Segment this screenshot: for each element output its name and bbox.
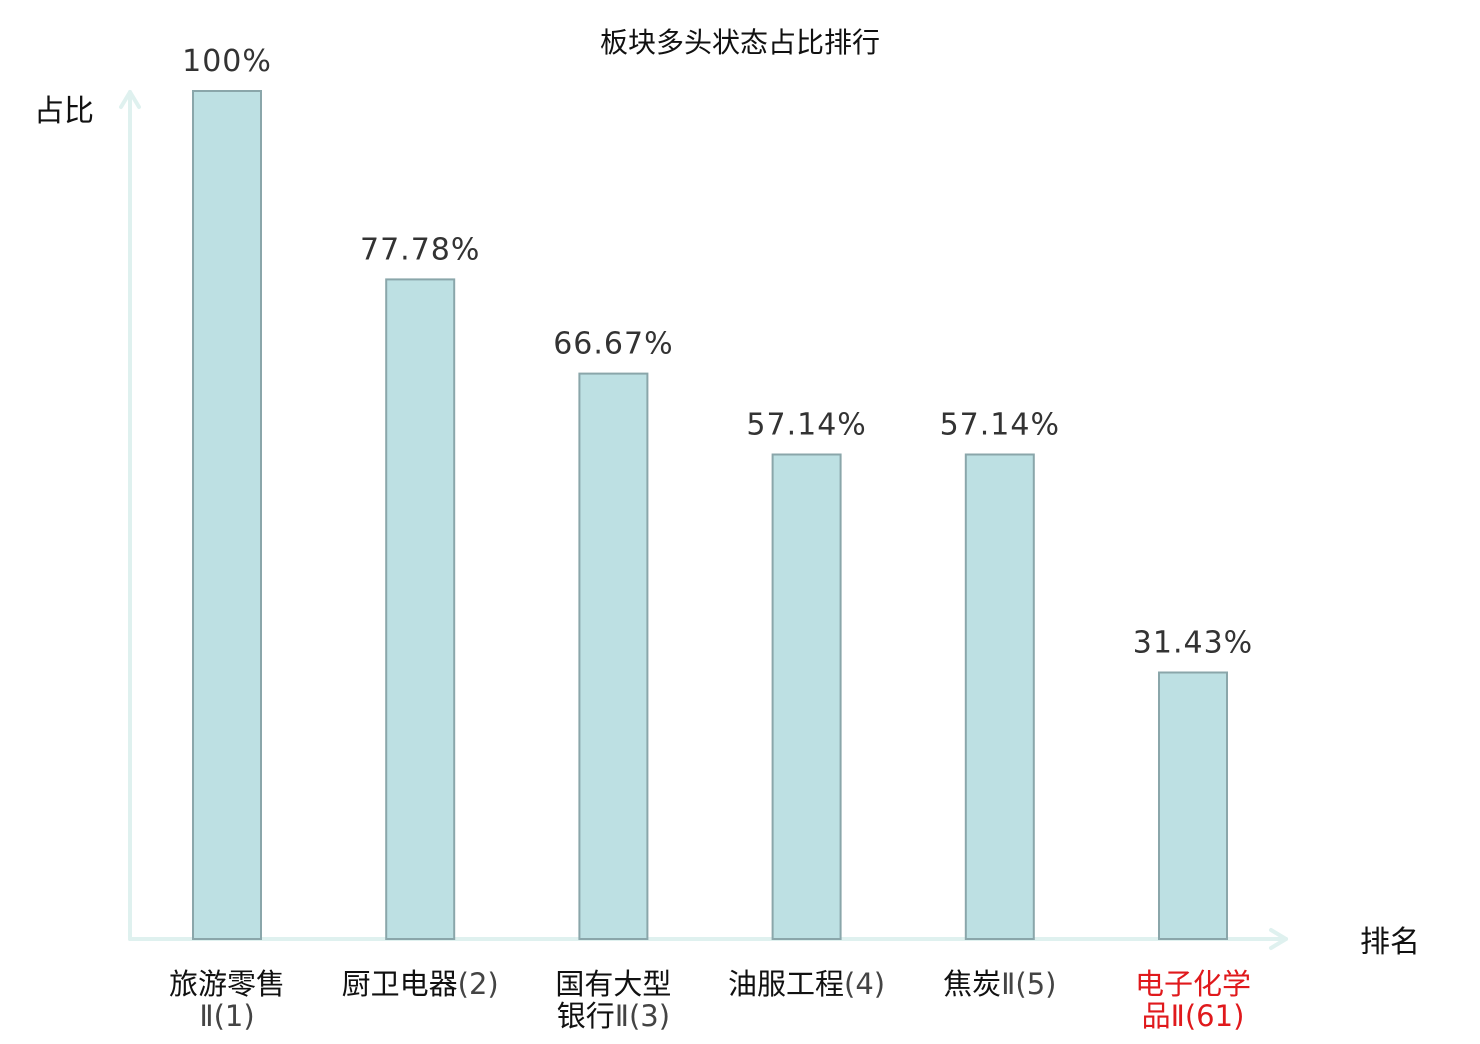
value-label: 31.43% xyxy=(1133,626,1253,661)
category-label: 品Ⅱ(61) xyxy=(1142,999,1245,1033)
value-label: 66.67% xyxy=(553,327,673,362)
axes xyxy=(119,90,1288,950)
value-label: 57.14% xyxy=(746,408,866,443)
bar xyxy=(578,372,649,941)
y-axis-arrow xyxy=(119,90,141,109)
category-label: 国有大型 xyxy=(555,967,671,1001)
value-label: 100% xyxy=(182,44,272,79)
y-axis-label: 占比 xyxy=(34,94,94,129)
value-label: 77.78% xyxy=(360,232,480,267)
bars-group xyxy=(192,90,1228,941)
category-label: 厨卫电器(2) xyxy=(342,967,499,1001)
bar xyxy=(964,453,1035,940)
bar xyxy=(1158,671,1228,940)
x-axis-label: 排名 xyxy=(1360,925,1420,960)
bar xyxy=(771,453,842,940)
category-label: 油服工程(4) xyxy=(728,967,885,1001)
category-label: 电子化学 xyxy=(1135,967,1251,1001)
category-label: 焦炭Ⅱ(5) xyxy=(943,967,1056,1001)
category-label: 旅游零售 xyxy=(169,967,285,1001)
bar xyxy=(385,278,456,940)
value-label: 57.14% xyxy=(940,408,1060,443)
x-axis-arrow xyxy=(1269,928,1288,950)
chart-title: 板块多头状态占比排行 xyxy=(600,26,880,59)
value-labels-group: 100% 77.78% 66.67% 57.14% 57.14% 31.43% xyxy=(182,44,1253,661)
category-label: Ⅱ(1) xyxy=(199,999,254,1033)
category-label: 银行Ⅱ(3) xyxy=(557,999,670,1033)
bar xyxy=(192,90,262,940)
